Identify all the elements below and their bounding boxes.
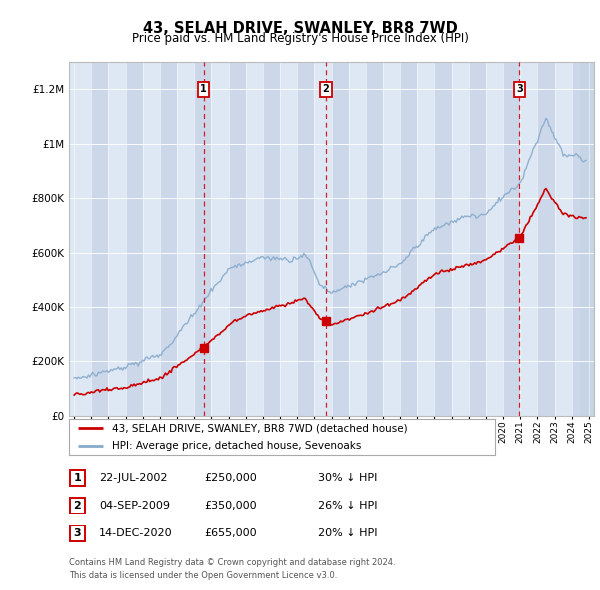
Bar [434, 62, 452, 416]
Text: £350,000: £350,000 [204, 501, 257, 510]
Bar [580, 62, 594, 416]
Bar [366, 62, 383, 416]
Text: 14-DEC-2020: 14-DEC-2020 [99, 529, 173, 538]
Bar [229, 62, 246, 416]
Bar [400, 62, 417, 416]
FancyBboxPatch shape [70, 498, 85, 513]
Text: 2: 2 [74, 501, 81, 510]
Text: 30% ↓ HPI: 30% ↓ HPI [318, 473, 377, 483]
Text: Contains HM Land Registry data © Crown copyright and database right 2024.: Contains HM Land Registry data © Crown c… [69, 558, 395, 566]
Text: 3: 3 [516, 84, 523, 94]
Text: This data is licensed under the Open Government Licence v3.0.: This data is licensed under the Open Gov… [69, 571, 337, 579]
Text: 43, SELAH DRIVE, SWANLEY, BR8 7WD (detached house): 43, SELAH DRIVE, SWANLEY, BR8 7WD (detac… [112, 424, 407, 434]
Text: 26% ↓ HPI: 26% ↓ HPI [318, 501, 377, 510]
Text: HPI: Average price, detached house, Sevenoaks: HPI: Average price, detached house, Seve… [112, 441, 361, 451]
Bar [263, 62, 280, 416]
Bar [538, 62, 554, 416]
Bar [125, 62, 143, 416]
Text: 2: 2 [322, 84, 329, 94]
Bar [572, 62, 589, 416]
Bar [160, 62, 177, 416]
Bar [91, 62, 109, 416]
Text: 20% ↓ HPI: 20% ↓ HPI [318, 529, 377, 538]
FancyBboxPatch shape [70, 526, 85, 542]
Text: £250,000: £250,000 [204, 473, 257, 483]
Bar [331, 62, 349, 416]
Text: Price paid vs. HM Land Registry's House Price Index (HPI): Price paid vs. HM Land Registry's House … [131, 32, 469, 45]
Text: 04-SEP-2009: 04-SEP-2009 [99, 501, 170, 510]
Text: 22-JUL-2002: 22-JUL-2002 [99, 473, 167, 483]
Bar [194, 62, 211, 416]
Text: 1: 1 [74, 473, 81, 483]
FancyBboxPatch shape [70, 470, 85, 486]
Bar [503, 62, 520, 416]
Bar [469, 62, 486, 416]
Text: 1: 1 [200, 84, 207, 94]
Bar [297, 62, 314, 416]
Text: £655,000: £655,000 [204, 529, 257, 538]
Text: 3: 3 [74, 529, 81, 538]
Text: 43, SELAH DRIVE, SWANLEY, BR8 7WD: 43, SELAH DRIVE, SWANLEY, BR8 7WD [143, 21, 457, 35]
